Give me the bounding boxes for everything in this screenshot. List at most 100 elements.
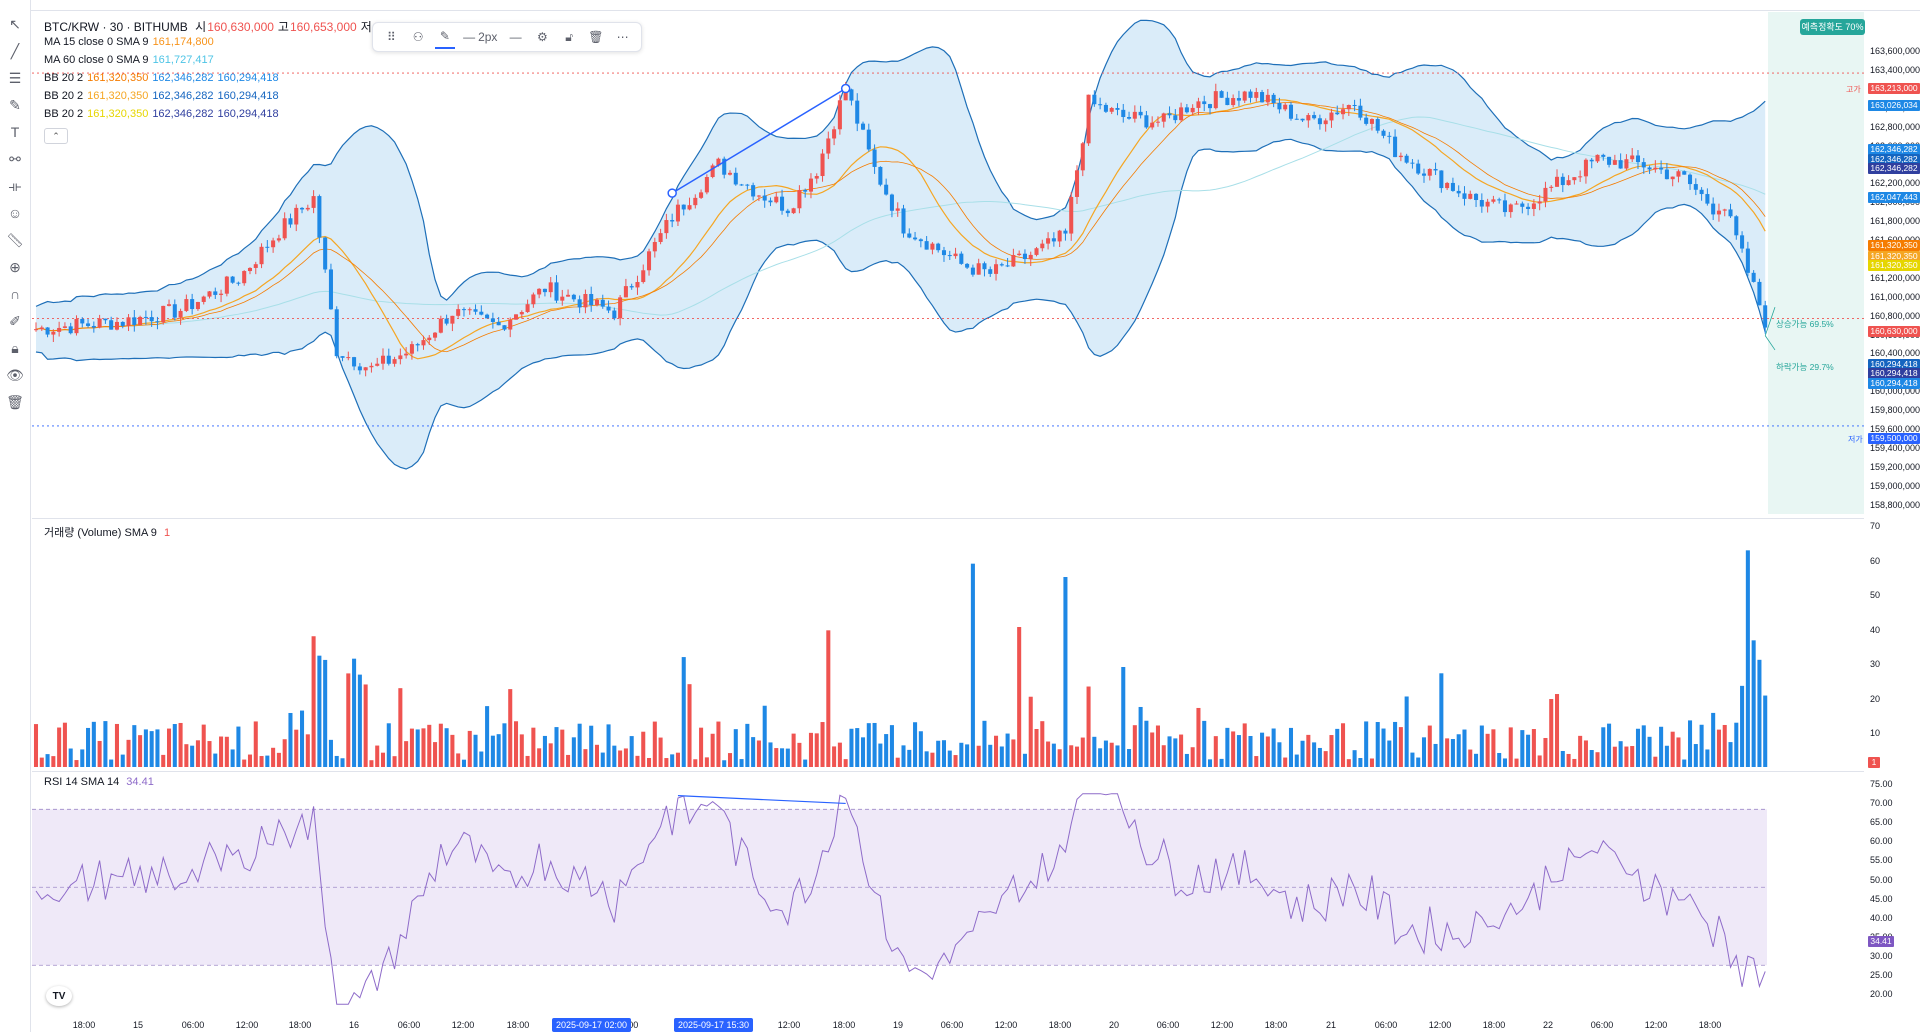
candle-body <box>80 318 85 324</box>
volume-bar <box>1369 758 1374 767</box>
volume-bar <box>855 728 860 767</box>
indicator-row[interactable]: MA 15 close 0 SMA 9 161,174,800 <box>44 36 218 48</box>
indicator-row[interactable]: BB 20 2 161,320,350 162,346,282 160,294,418 <box>44 90 283 102</box>
volume-bar <box>623 748 628 767</box>
price-pane[interactable] <box>32 12 1864 514</box>
fib-icon[interactable]: ☰ <box>8 69 22 86</box>
volume-bar <box>68 748 73 767</box>
line-width-button[interactable]: — 2px <box>463 30 498 44</box>
candle-body <box>959 253 964 264</box>
rsi-value: 34.41 <box>126 776 154 788</box>
candle-body <box>1341 109 1346 115</box>
candle-body <box>1514 203 1519 205</box>
magnet-icon[interactable]: ∩ <box>9 286 21 302</box>
candle-body <box>1057 230 1062 242</box>
volume-bar <box>1236 735 1241 767</box>
candle-body <box>1161 113 1166 122</box>
volume-bar <box>138 735 143 767</box>
trash-icon[interactable]: 🗑︎ <box>588 30 604 44</box>
lock-icon[interactable]: 🔒︎ <box>11 339 19 356</box>
candle-body <box>1352 104 1357 106</box>
candle-body <box>1300 118 1305 121</box>
volume-bar <box>768 742 773 767</box>
volume-bar <box>427 724 432 767</box>
unlock-icon[interactable]: 🔓︎ <box>565 29 574 44</box>
candle-body <box>1433 168 1438 171</box>
trendline-icon[interactable]: ╱ <box>10 42 20 59</box>
volume-bar <box>1202 720 1207 767</box>
add-icon[interactable]: ⚇ <box>412 30 424 44</box>
text-icon[interactable]: T <box>10 124 20 140</box>
volume-bar <box>554 727 559 767</box>
candle-body <box>907 233 912 238</box>
forecast-icon[interactable]: ⟛ <box>8 177 22 194</box>
candle-body <box>213 291 218 295</box>
tradingview-logo: TV <box>46 986 72 1006</box>
zoom-icon[interactable]: ⊕ <box>9 258 21 275</box>
rsi-axis-label: 30.00 <box>1870 950 1893 961</box>
ohlc-key: 저 <box>360 20 372 34</box>
indicator-value: 162,346,282 <box>152 72 214 84</box>
candle-body <box>1508 204 1513 213</box>
candle-body <box>1549 186 1554 188</box>
time-axis-label: 18:00 <box>506 1020 530 1030</box>
volume-bar <box>288 712 293 767</box>
candle-body <box>918 239 923 242</box>
time-axis-label: 16 <box>348 1020 360 1030</box>
volume-bar <box>670 754 675 767</box>
volume-bar <box>1184 753 1189 767</box>
candle-body <box>1485 201 1490 207</box>
indicator-row[interactable]: MA 60 close 0 SMA 9 161,727,417 <box>44 54 218 66</box>
candle-body <box>1751 272 1756 282</box>
volume-bar <box>1242 723 1247 767</box>
volume-bar <box>1381 728 1386 767</box>
gear-icon[interactable]: ⚙ <box>537 30 548 44</box>
candle-body <box>941 250 947 256</box>
cursor-icon[interactable]: ↖ <box>9 15 21 32</box>
volume-bar <box>808 732 813 767</box>
drag-handle-icon[interactable]: ⠿ <box>386 30 396 44</box>
more-icon[interactable]: ⋯ <box>616 30 629 44</box>
candle-body <box>1693 184 1698 190</box>
volume-bar <box>1288 727 1294 767</box>
lock-draw-icon[interactable]: ✐ <box>9 312 21 329</box>
volume-bar <box>294 729 299 767</box>
volume-bar <box>450 734 455 767</box>
candle-body <box>155 321 160 323</box>
volume-bar <box>508 689 513 767</box>
time-axis-label: 06:00 <box>940 1020 964 1030</box>
candle-body <box>138 316 143 325</box>
emoji-icon[interactable]: ☺ <box>7 205 23 221</box>
pattern-icon[interactable]: ⚯ <box>9 150 21 167</box>
time-axis-label: 15 <box>132 1020 144 1030</box>
candle-body <box>542 288 547 293</box>
brush-icon[interactable]: ✎ <box>9 96 21 113</box>
pen-icon[interactable]: ✎ <box>434 25 456 49</box>
candle-body <box>1745 248 1750 273</box>
up-probability-label: 상승가능 69.5% <box>1776 319 1834 329</box>
volume-bar <box>878 743 883 767</box>
volume-bar <box>149 731 154 767</box>
collapse-legend-button[interactable]: ⌃ <box>44 128 68 144</box>
indicator-row[interactable]: BB 20 2 161,320,350 162,346,282 160,294,418 <box>44 72 283 84</box>
candle-body <box>583 294 588 308</box>
eye-icon[interactable]: 👁︎ <box>6 366 24 383</box>
volume-bar <box>305 734 310 767</box>
volume-bar <box>970 563 975 767</box>
candle-body <box>120 321 125 326</box>
candle-body <box>236 282 241 284</box>
candle-body <box>618 297 623 319</box>
indicator-row[interactable]: BB 20 2 161,320,350 162,346,282 160,294,418 <box>44 108 283 120</box>
volume-bar <box>618 750 623 767</box>
candle-body <box>1566 180 1571 186</box>
line-style-icon[interactable]: — <box>509 30 522 44</box>
volume-bar <box>1127 749 1132 767</box>
candle-body <box>774 196 779 203</box>
candle-body <box>704 177 709 193</box>
candle-body <box>1063 230 1068 234</box>
rsi-pane[interactable] <box>32 771 1864 1017</box>
volume-pane[interactable] <box>32 518 1864 769</box>
volume-bar <box>1693 744 1698 767</box>
ruler-icon[interactable]: 📏︎ <box>6 231 24 248</box>
trash-icon[interactable]: 🗑︎ <box>6 393 24 410</box>
